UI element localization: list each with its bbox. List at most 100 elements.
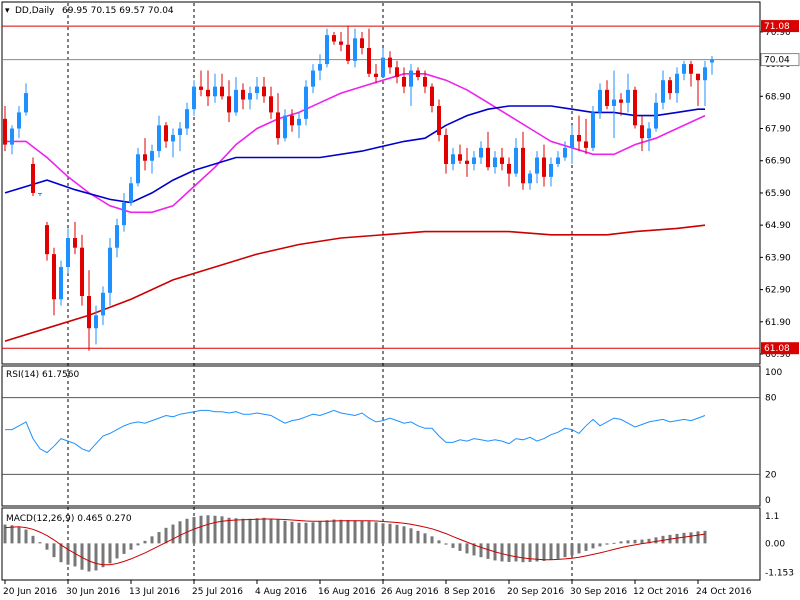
candle-body [367, 47, 371, 74]
macd-histogram-bar [598, 543, 602, 547]
macd-histogram-bar [437, 540, 441, 544]
candle-body [87, 296, 91, 329]
macd-histogram-bar [374, 522, 378, 544]
candle-body [227, 96, 231, 113]
candle-body [675, 73, 679, 94]
candle-body [654, 102, 658, 129]
candle-body [31, 163, 35, 193]
macd-histogram-bar [409, 528, 413, 544]
x-tick-label: 8 Sep 2016 [444, 587, 496, 597]
candle-body [598, 89, 602, 113]
candle-body [521, 147, 525, 184]
macd-histogram-bar [367, 521, 371, 544]
price-tick-label: 65.90 [765, 189, 791, 199]
candle-body [577, 134, 581, 142]
rsi-tick-label: 80 [765, 394, 777, 404]
macd-histogram-bar [535, 543, 539, 562]
macd-histogram-bar [402, 526, 406, 544]
candle-body [17, 112, 21, 129]
price-tick-label: 67.90 [765, 125, 791, 135]
candle-body [458, 154, 462, 161]
candle-body [640, 125, 644, 139]
macd-histogram-bar [24, 529, 28, 544]
rsi-tick-label: 100 [765, 368, 782, 378]
macd-histogram-bar [332, 519, 336, 544]
candle-body [108, 247, 112, 293]
macd-histogram-bar [241, 518, 245, 544]
candle-body [549, 163, 553, 177]
price-tick-label: 70.90 [765, 28, 791, 38]
rsi-tick-label: 20 [765, 470, 777, 480]
candle-body [563, 147, 567, 158]
candle-body [661, 80, 665, 103]
candle-body [129, 183, 133, 203]
candle-body [430, 86, 434, 106]
macd-histogram-bar [283, 520, 287, 544]
candle-body [3, 118, 7, 145]
candle-body [290, 115, 294, 126]
level-tag [760, 53, 800, 67]
candle-body [612, 99, 616, 106]
macd-histogram-bar [689, 532, 693, 544]
macd-histogram-bar [360, 520, 364, 544]
macd-histogram-bar [696, 531, 700, 544]
macd-histogram-bar [654, 537, 658, 544]
candle-body [570, 134, 574, 148]
macd-histogram-bar [59, 543, 63, 563]
macd-histogram-bar [584, 543, 588, 551]
candle-body [444, 134, 448, 164]
candle-body [346, 44, 350, 61]
macd-histogram-bar [451, 543, 455, 548]
candle-body [514, 147, 518, 174]
x-tick-label: 12 Oct 2016 [633, 587, 689, 597]
candle-body [416, 70, 420, 77]
candle-body [423, 76, 427, 87]
candle-body [381, 57, 385, 77]
candle-body [178, 128, 182, 135]
macd-histogram-bar [213, 515, 217, 544]
macd-histogram-bar [115, 543, 119, 559]
macd-histogram-bar [661, 535, 665, 544]
candle-body [374, 73, 378, 77]
price-tick-label: 64.90 [765, 221, 791, 231]
header-arrow: ▾ [5, 6, 10, 16]
macd-histogram-bar [353, 520, 357, 544]
macd-histogram-bar [87, 543, 91, 572]
macd-histogram-bar [416, 530, 420, 544]
candle-body [360, 38, 364, 48]
ohlc-values: 69.95 70.15 69.57 70.04 [62, 6, 174, 16]
macd-histogram-bar [206, 515, 210, 544]
macd-histogram-bar [570, 543, 574, 556]
candle-body [479, 147, 483, 158]
candle-body [241, 89, 245, 100]
macd-histogram-bar [346, 520, 350, 544]
candle-body [696, 73, 700, 81]
candle-body [276, 112, 280, 139]
macd-histogram-bar [619, 541, 623, 544]
macd-histogram-bar [500, 543, 504, 562]
candle-body [626, 89, 630, 103]
candle-body [213, 86, 217, 97]
level-tag [761, 342, 799, 355]
candle-body [101, 292, 105, 316]
macd-histogram-bar [276, 519, 280, 544]
candle-body [437, 105, 441, 135]
macd-histogram-bar [612, 542, 616, 544]
candle-body [325, 35, 329, 65]
macd-histogram-bar [647, 538, 651, 544]
candle-body [318, 64, 322, 71]
macd-histogram-bar [248, 518, 252, 544]
candle-body [248, 93, 252, 100]
candle-body [38, 192, 42, 194]
rsi-panel [1, 365, 761, 507]
macd-histogram-bar [185, 518, 189, 544]
candle-body [668, 80, 672, 94]
candle-body [500, 157, 504, 164]
candle-body [591, 112, 595, 148]
candle-body [388, 57, 392, 68]
macd-histogram-bar [150, 536, 154, 544]
candle-body [10, 128, 14, 145]
macd-histogram-bar [122, 543, 126, 554]
